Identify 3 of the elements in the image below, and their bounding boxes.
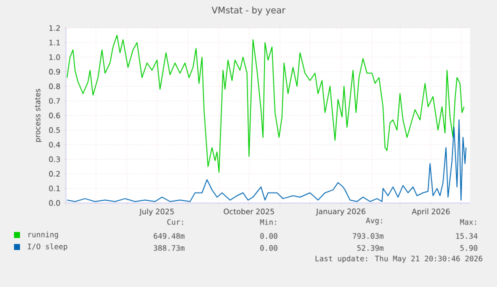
- chart-title: VMstat - by year: [212, 6, 286, 16]
- line-series: [66, 119, 466, 202]
- line-series: [66, 34, 464, 173]
